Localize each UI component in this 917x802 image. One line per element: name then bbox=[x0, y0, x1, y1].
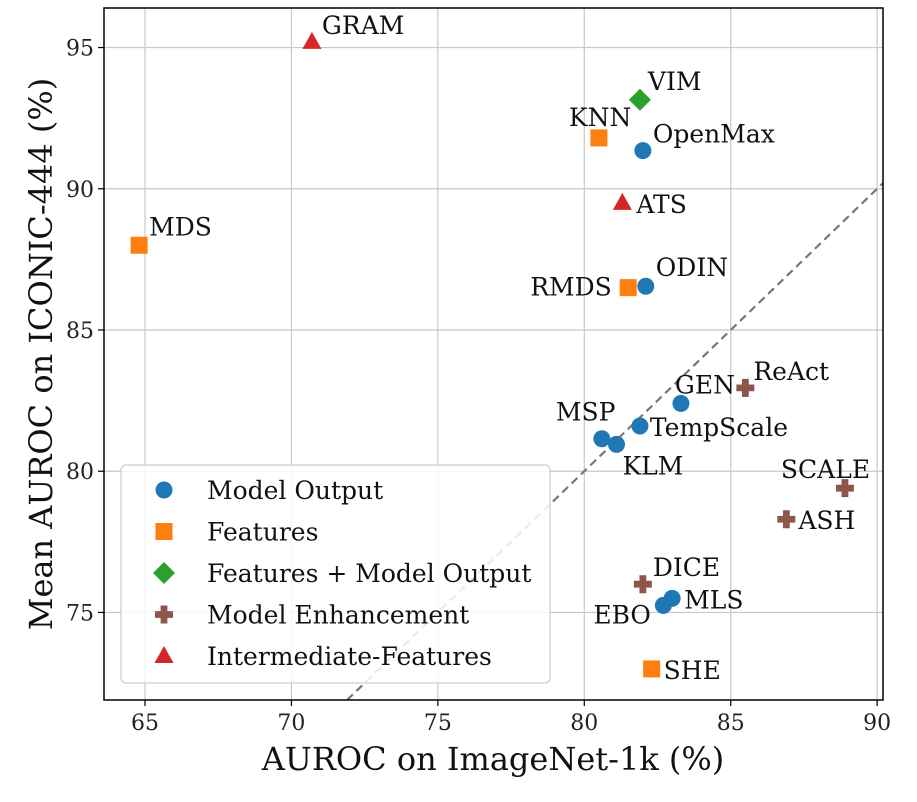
axis-ticks: 65 70 75 80 85 90 75 80 85 90 95 bbox=[66, 37, 891, 736]
legend-marker-triangle bbox=[154, 646, 174, 663]
point-label-dice: DICE bbox=[653, 553, 720, 582]
point-vim bbox=[628, 88, 651, 111]
legend-entry-label: Model Output bbox=[207, 476, 383, 505]
point-label-ash: ASH bbox=[797, 506, 855, 535]
legend-marker-plus bbox=[155, 605, 173, 624]
y-tick-label: 75 bbox=[66, 601, 94, 626]
point-klm bbox=[608, 435, 625, 453]
legend-marker-square bbox=[155, 523, 173, 540]
legend-entry-label: Features bbox=[207, 518, 318, 547]
legend-marker-diamond bbox=[153, 562, 175, 584]
legend: Model Output Features Features + Model Out… bbox=[120, 464, 551, 684]
point-dice bbox=[633, 575, 652, 594]
point-tempscale bbox=[631, 417, 649, 435]
point-label-odin: ODIN bbox=[656, 253, 728, 282]
y-tick-label: 90 bbox=[66, 178, 94, 203]
point-gen bbox=[672, 394, 690, 412]
point-label-vim: VIM bbox=[647, 67, 702, 96]
point-label-mls: MLS bbox=[684, 585, 743, 614]
point-mds bbox=[130, 236, 148, 254]
legend-box bbox=[120, 464, 551, 684]
y-tick-label: 80 bbox=[66, 460, 94, 485]
point-label-scale: SCALE bbox=[781, 455, 870, 484]
x-tick-label: 90 bbox=[863, 711, 891, 736]
point-scale bbox=[835, 479, 854, 498]
point-react bbox=[736, 378, 755, 397]
y-tick-label: 85 bbox=[66, 319, 94, 344]
point-odin bbox=[637, 277, 655, 295]
x-tick-label: 75 bbox=[424, 711, 452, 736]
point-ash bbox=[777, 510, 796, 529]
x-tick-label: 80 bbox=[570, 711, 598, 736]
legend-entry-label: Model Enhancement bbox=[207, 601, 469, 630]
legend-entry-label: Features + Model Output bbox=[207, 559, 531, 588]
point-label-klm: KLM bbox=[623, 451, 684, 480]
point-label-ebo: EBO bbox=[593, 600, 651, 629]
point-label-rmds: RMDS bbox=[530, 273, 612, 302]
point-label-gen: GEN bbox=[675, 370, 735, 399]
y-axis-label: Mean AUROC on ICONIC-444 (%) bbox=[22, 78, 60, 631]
point-label-react: ReAct bbox=[753, 357, 829, 386]
point-label-ats: ATS bbox=[635, 190, 687, 219]
point-ats bbox=[612, 192, 632, 210]
point-label-msp: MSP bbox=[556, 398, 616, 427]
point-ebo bbox=[654, 596, 672, 614]
point-msp bbox=[593, 430, 611, 448]
point-label-knn: KNN bbox=[569, 103, 631, 132]
point-label-gram: GRAM bbox=[322, 11, 404, 40]
point-knn bbox=[590, 129, 608, 147]
data-points bbox=[130, 31, 854, 678]
point-label-mds: MDS bbox=[149, 212, 212, 241]
point-she bbox=[643, 660, 661, 678]
point-label-openmax: OpenMax bbox=[653, 120, 775, 149]
y-tick-label: 95 bbox=[66, 37, 94, 62]
point-openmax bbox=[634, 142, 652, 160]
legend-marker-circle bbox=[155, 481, 173, 499]
point-rmds bbox=[619, 279, 637, 297]
legend-entry-label: Intermediate-Features bbox=[207, 642, 492, 671]
point-gram bbox=[302, 31, 322, 49]
x-tick-label: 70 bbox=[277, 711, 305, 736]
plot-frame bbox=[103, 7, 884, 701]
point-label-she: SHE bbox=[664, 656, 721, 685]
x-tick-label: 65 bbox=[131, 711, 159, 736]
point-label-tempscale: TempScale bbox=[650, 413, 788, 442]
x-tick-label: 85 bbox=[717, 711, 745, 736]
x-axis-label: AUROC on ImageNet-1k (%) bbox=[261, 740, 725, 778]
